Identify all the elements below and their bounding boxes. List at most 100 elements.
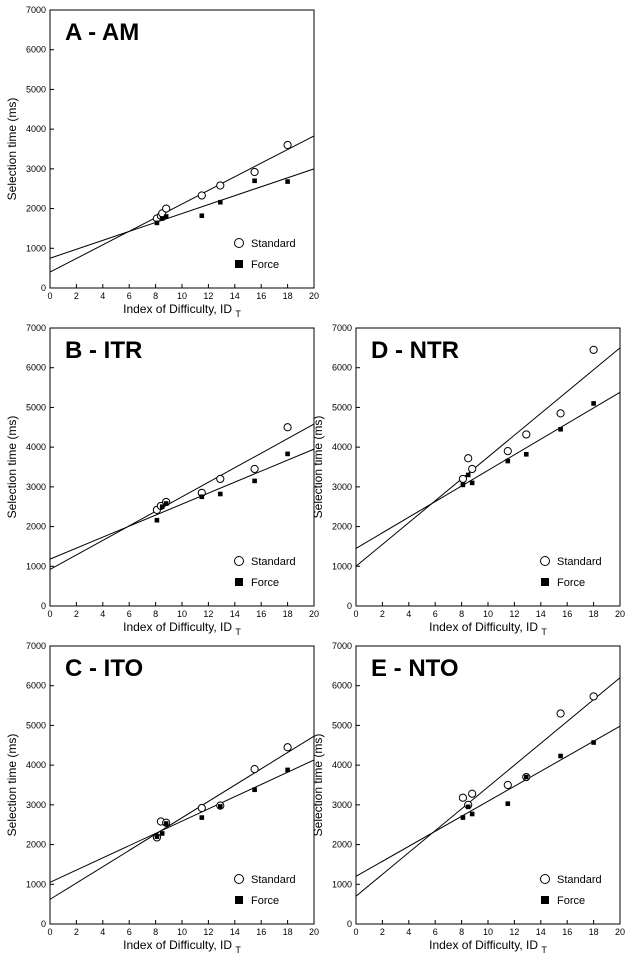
y-tick-label: 7000 bbox=[332, 323, 352, 333]
legend-standard-label: Standard bbox=[251, 874, 296, 886]
x-axis-label: Index of Difficulty, ID T bbox=[429, 620, 547, 636]
force-point bbox=[154, 517, 160, 523]
y-tick-label: 3000 bbox=[26, 800, 46, 810]
x-tick-label: 4 bbox=[100, 609, 105, 619]
x-tick-label: 2 bbox=[74, 291, 79, 301]
x-tick-label: 18 bbox=[283, 609, 293, 619]
x-tick-label: 12 bbox=[203, 291, 213, 301]
panel-b-itr: 0 1000 2000 3000 4000 5000 6000 7000 0 2 4 6 8 10 12 14… bbox=[0, 318, 320, 636]
force-point bbox=[285, 767, 290, 773]
standard-point bbox=[283, 423, 292, 432]
y-tick-label: 3000 bbox=[332, 482, 352, 492]
y-tick-label: 1000 bbox=[26, 879, 46, 889]
x-tick-label: 14 bbox=[230, 927, 240, 937]
y-tick-label: 0 bbox=[41, 919, 46, 929]
legend-force-marker bbox=[541, 578, 549, 586]
x-tick-label: 8 bbox=[153, 291, 158, 301]
y-tick-label: 2000 bbox=[26, 204, 46, 214]
standard-fit-line bbox=[49, 423, 315, 570]
x-tick-label: 10 bbox=[177, 291, 187, 301]
standard-point bbox=[250, 167, 259, 177]
force-point bbox=[252, 178, 257, 184]
x-tick-label: 8 bbox=[153, 609, 158, 619]
y-tick-label: 1000 bbox=[26, 561, 46, 571]
x-tick-label: 4 bbox=[100, 291, 105, 301]
standard-point bbox=[250, 464, 259, 474]
x-axis-label-subscript: T bbox=[541, 945, 547, 954]
legend-standard-label: Standard bbox=[557, 556, 602, 568]
panel-e-nto: 0 1000 2000 3000 4000 5000 6000 7000 0 2 4 6 8 10 12 14… bbox=[306, 636, 626, 954]
panel-title: A - AM bbox=[65, 19, 139, 46]
x-tick-label: 8 bbox=[459, 927, 464, 937]
y-tick-label: 1000 bbox=[332, 879, 352, 889]
y-tick-label: 6000 bbox=[26, 45, 46, 55]
y-tick-label: 6000 bbox=[26, 363, 46, 373]
force-point bbox=[217, 491, 223, 497]
legend-force-label: Force bbox=[557, 577, 585, 589]
panel-a-am: 0 1000 2000 3000 4000 5000 6000 7000 0 2 4 6 8 10 12 14… bbox=[0, 0, 320, 318]
y-tick-label: 0 bbox=[41, 283, 46, 293]
x-tick-label: 14 bbox=[536, 609, 546, 619]
x-tick-label: 10 bbox=[177, 609, 187, 619]
legend-force-marker bbox=[541, 896, 549, 904]
y-tick-label: 5000 bbox=[26, 84, 46, 94]
x-axis-label-subscript: T bbox=[235, 945, 241, 954]
force-point bbox=[591, 740, 596, 745]
legend-force-marker bbox=[235, 896, 243, 904]
standard-point bbox=[503, 447, 512, 456]
x-tick-label: 12 bbox=[509, 609, 519, 619]
force-point bbox=[217, 804, 223, 809]
legend-force-label: Force bbox=[251, 577, 279, 589]
standard-point bbox=[458, 474, 468, 484]
force-point bbox=[460, 482, 466, 488]
panel-title: B - ITR bbox=[65, 337, 142, 364]
standard-point bbox=[458, 793, 468, 802]
force-point bbox=[154, 834, 160, 839]
standard-point bbox=[556, 409, 565, 418]
force-point bbox=[558, 426, 563, 432]
standard-point bbox=[464, 454, 473, 463]
force-point bbox=[505, 801, 511, 806]
standard-point bbox=[283, 743, 292, 752]
force-point bbox=[163, 214, 169, 219]
force-point bbox=[558, 753, 563, 759]
x-tick-label: 4 bbox=[406, 927, 411, 937]
x-tick-label: 16 bbox=[562, 927, 572, 937]
force-point bbox=[523, 774, 529, 780]
x-tick-label: 12 bbox=[203, 609, 213, 619]
standard-point bbox=[556, 709, 565, 718]
x-tick-label: 16 bbox=[256, 927, 266, 937]
x-tick-label: 20 bbox=[615, 927, 625, 937]
x-tick-label: 16 bbox=[562, 609, 572, 619]
force-point bbox=[159, 216, 165, 221]
force-point bbox=[199, 494, 205, 500]
force-point bbox=[460, 815, 466, 820]
y-tick-label: 3000 bbox=[26, 164, 46, 174]
standard-fit-line bbox=[355, 677, 621, 897]
y-tick-label: 7000 bbox=[332, 641, 352, 651]
legend-standard-marker bbox=[234, 238, 244, 248]
y-tick-label: 7000 bbox=[26, 5, 46, 15]
x-axis-label-subscript: T bbox=[541, 627, 547, 636]
x-tick-label: 8 bbox=[153, 927, 158, 937]
x-tick-label: 6 bbox=[127, 927, 132, 937]
x-tick-label: 18 bbox=[589, 609, 599, 619]
x-tick-label: 14 bbox=[230, 609, 240, 619]
x-tick-label: 18 bbox=[283, 927, 293, 937]
force-point bbox=[163, 501, 169, 506]
y-tick-label: 5000 bbox=[26, 720, 46, 730]
y-tick-label: 0 bbox=[347, 919, 352, 929]
y-tick-label: 6000 bbox=[332, 681, 352, 691]
force-point bbox=[252, 478, 257, 484]
chart-svg: 0 1000 2000 3000 4000 5000 6000 7000 0 2 4 6 8 10 12 14… bbox=[5, 323, 319, 636]
force-point bbox=[217, 199, 223, 205]
standard-point bbox=[468, 789, 477, 798]
legend-force-marker bbox=[235, 260, 243, 268]
panel-d-ntr: 0 1000 2000 3000 4000 5000 6000 7000 0 2 4 6 8 10 12 14… bbox=[306, 318, 626, 636]
force-fit-line bbox=[355, 391, 621, 549]
y-tick-label: 4000 bbox=[26, 442, 46, 452]
force-point bbox=[465, 472, 471, 478]
y-axis-label: Selection time (ms) bbox=[5, 98, 19, 201]
x-axis-label-subscript: T bbox=[235, 309, 241, 318]
y-axis-label: Selection time (ms) bbox=[5, 416, 19, 519]
